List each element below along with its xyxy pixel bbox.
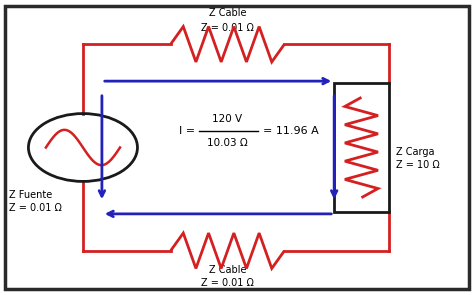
Text: Z = 0.01 Ω: Z = 0.01 Ω (9, 203, 63, 213)
Text: Z Cable: Z Cable (209, 265, 246, 275)
Text: Z = 0.01 Ω: Z = 0.01 Ω (201, 23, 254, 33)
Text: 120 V: 120 V (212, 114, 243, 124)
Text: Z = 0.01 Ω: Z = 0.01 Ω (201, 278, 254, 288)
Text: I =: I = (180, 126, 199, 136)
Text: 10.03 Ω: 10.03 Ω (207, 138, 248, 148)
Text: = 11.96 A: = 11.96 A (263, 126, 319, 136)
Bar (334, 83, 389, 212)
Text: Z Fuente: Z Fuente (9, 190, 53, 200)
Text: Z Cable: Z Cable (209, 8, 246, 18)
Text: Z Carga: Z Carga (396, 147, 434, 157)
Text: Z = 10 Ω: Z = 10 Ω (396, 160, 439, 170)
